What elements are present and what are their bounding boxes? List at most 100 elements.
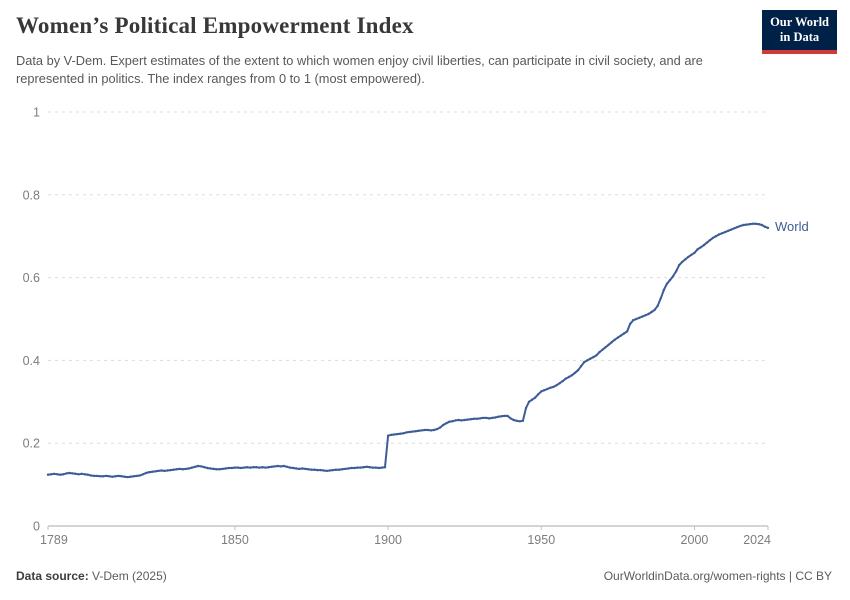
data-point-marker	[494, 416, 497, 419]
data-point-marker	[383, 466, 387, 469]
series-label-world[interactable]: World	[775, 218, 809, 234]
data-point-marker	[478, 417, 482, 420]
data-point-marker	[754, 222, 757, 225]
data-point-marker	[344, 467, 347, 471]
data-point-marker	[426, 428, 430, 432]
data-point-marker	[619, 334, 623, 337]
data-point-marker	[111, 475, 114, 478]
data-point-marker	[108, 475, 111, 478]
data-point-marker	[178, 467, 181, 471]
data-point-marker	[610, 341, 613, 344]
data-point-marker	[135, 474, 139, 478]
data-point-marker	[203, 466, 206, 469]
data-point-marker	[325, 469, 328, 473]
data-point-marker	[71, 472, 74, 475]
data-point-marker	[730, 228, 733, 231]
data-point-marker	[301, 467, 304, 470]
y-axis-tick-label: 0	[33, 520, 40, 534]
data-point-marker	[558, 382, 561, 385]
data-point-marker	[402, 432, 405, 435]
x-axis-tick-label: 2000	[681, 533, 709, 547]
x-axis-tick-label: 1900	[374, 533, 402, 547]
owid-logo[interactable]: Our World in Data	[762, 10, 837, 54]
data-point-marker	[242, 466, 246, 469]
data-point-marker	[258, 466, 261, 469]
data-point-marker	[56, 473, 59, 476]
data-point-marker	[206, 466, 209, 470]
data-point-marker	[350, 466, 353, 470]
data-point-marker	[295, 467, 298, 470]
data-point-marker	[671, 275, 675, 278]
data-point-marker	[80, 472, 83, 475]
data-point-marker	[469, 418, 472, 421]
data-point-marker	[141, 473, 145, 476]
data-point-marker	[521, 419, 525, 422]
data-point-marker	[129, 475, 132, 478]
data-point-marker	[270, 465, 273, 468]
data-point-marker	[307, 468, 310, 471]
data-point-marker	[184, 467, 188, 471]
data-point-marker	[221, 467, 224, 471]
data-point-marker	[319, 468, 322, 472]
data-point-marker	[172, 468, 175, 471]
data-point-marker	[285, 465, 289, 468]
data-point-marker	[117, 474, 120, 478]
data-point-marker	[233, 466, 237, 469]
data-point-marker	[316, 468, 319, 472]
data-point-marker	[417, 429, 420, 432]
data-point-marker	[365, 465, 368, 468]
data-point-marker	[745, 223, 748, 226]
data-point-marker	[583, 360, 586, 364]
data-point-marker	[166, 469, 169, 472]
data-point-marker	[549, 386, 552, 389]
data-source-note: Data source: V-Dem (2025)	[16, 569, 167, 583]
data-point-marker	[543, 389, 546, 392]
data-point-marker	[475, 417, 479, 420]
data-point-marker	[353, 466, 356, 470]
data-point-marker	[98, 475, 102, 478]
data-point-marker	[288, 466, 292, 469]
data-point-marker	[68, 471, 71, 475]
data-point-marker	[448, 420, 451, 423]
data-point-marker	[154, 470, 157, 473]
data-point-marker	[163, 469, 166, 473]
page-title: Women’s Political Empowerment Index	[16, 13, 414, 38]
data-point-marker	[714, 235, 718, 238]
data-point-marker	[662, 288, 665, 292]
data-point-marker	[347, 467, 350, 470]
data-point-marker	[120, 475, 123, 478]
data-point-marker	[356, 466, 359, 469]
data-point-marker	[763, 225, 767, 228]
data-point-marker	[411, 430, 414, 433]
data-point-marker	[144, 471, 148, 475]
data-point-marker	[313, 468, 316, 471]
data-point-marker	[705, 241, 708, 244]
data-point-marker	[751, 222, 754, 225]
owid-logo-line2: in Data	[779, 30, 820, 45]
data-point-marker	[555, 384, 558, 387]
data-point-marker	[727, 229, 730, 232]
data-point-marker	[653, 308, 656, 312]
data-point-marker	[757, 223, 760, 226]
data-point-marker	[530, 398, 534, 401]
data-point-marker	[362, 466, 365, 469]
data-point-marker	[169, 468, 172, 472]
credit-link[interactable]: OurWorldinData.org/women-rights | CC BY	[603, 569, 832, 583]
data-point-marker	[245, 466, 249, 469]
data-point-marker	[720, 232, 724, 235]
data-point-marker	[717, 233, 721, 236]
data-point-marker	[95, 474, 99, 478]
data-point-marker	[748, 223, 751, 226]
data-point-marker	[62, 473, 65, 476]
data-point-marker	[635, 317, 638, 321]
data-point-marker	[298, 467, 301, 471]
chart-subtitle: Data by V-Dem. Expert estimates of the e…	[16, 53, 703, 87]
data-point-marker	[668, 278, 672, 282]
data-point-marker	[432, 428, 436, 432]
data-point-marker	[264, 466, 267, 469]
data-point-marker	[65, 472, 68, 475]
data-point-marker	[506, 414, 509, 418]
data-point-marker	[282, 464, 286, 468]
data-point-marker	[126, 475, 129, 479]
